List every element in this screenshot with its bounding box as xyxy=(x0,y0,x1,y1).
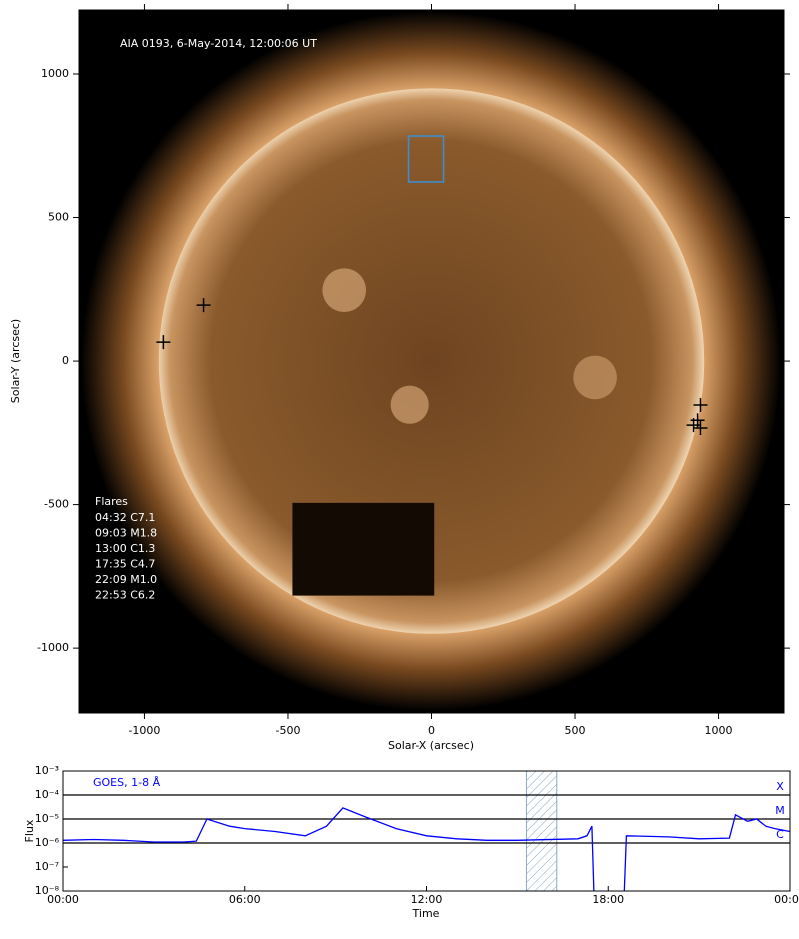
x-tick-label: 0 xyxy=(428,724,435,737)
flare-list-item: 09:03 M1.8 xyxy=(95,527,157,540)
goes-background xyxy=(63,771,790,891)
flare-marker xyxy=(693,420,708,435)
flare-list-item: 22:53 C6.2 xyxy=(95,589,155,602)
y-tick-label: 10⁻⁶ xyxy=(35,836,60,849)
y-tick-label: 500 xyxy=(48,211,69,224)
x-tick-label: 06:00 xyxy=(229,893,261,906)
class-label: X xyxy=(776,780,784,793)
x-tick-label: -500 xyxy=(275,724,300,737)
x-tick-label: 00:00 xyxy=(774,893,799,906)
class-label: C xyxy=(776,828,784,841)
y-tick-label: -1000 xyxy=(37,641,69,654)
coronal-hole xyxy=(292,502,435,596)
y-tick-label: 10⁻⁸ xyxy=(35,884,60,897)
y-tick-label: 0 xyxy=(62,354,69,367)
y-tick-label: 10⁻³ xyxy=(35,764,59,777)
flare-list-title: Flares xyxy=(95,495,128,508)
flare-marker xyxy=(196,298,211,313)
flare-list: Flares 04:32 C7.1 09:03 M1.8 13:00 C1.3 17:3… xyxy=(95,495,157,602)
class-label: M xyxy=(775,804,785,817)
y-tick-label: 10⁻⁴ xyxy=(35,788,60,801)
flare-marker xyxy=(156,335,171,350)
solar-image xyxy=(79,10,784,713)
flare-marker xyxy=(693,397,708,412)
active-region xyxy=(573,355,617,400)
y-tick-label: -500 xyxy=(44,498,69,511)
region-box xyxy=(407,135,445,183)
x-tick-label: 500 xyxy=(565,724,586,737)
active-region xyxy=(322,268,367,312)
image-title: AIA 0193, 6-May-2014, 12:00:06 UT xyxy=(120,37,317,50)
y-tick-label: 10⁻⁷ xyxy=(35,860,59,873)
x-axis-label: Solar-X (arcsec) xyxy=(388,739,474,752)
flare-list-item: 17:35 C4.7 xyxy=(95,558,155,571)
y-tick-label: 10⁻⁵ xyxy=(35,812,59,825)
flare-marker xyxy=(686,418,701,433)
x-tick-label: -1000 xyxy=(128,724,160,737)
active-region xyxy=(390,385,429,424)
x-axis-label: Time xyxy=(412,907,440,920)
x-tick-label: 18:00 xyxy=(592,893,624,906)
flare-list-item: 04:32 C7.1 xyxy=(95,511,155,524)
legend-label: GOES, 1-8 Å xyxy=(93,776,161,789)
y-axis-label: Solar-Y (arcsec) xyxy=(9,319,22,403)
goes-plot: XMC xyxy=(63,770,790,892)
x-tick-label: 12:00 xyxy=(411,893,443,906)
x-tick-label: 1000 xyxy=(705,724,733,737)
y-axis-label: Flux xyxy=(23,819,36,842)
solar-disk xyxy=(158,88,705,634)
flare-list-item: 22:09 M1.0 xyxy=(95,573,157,586)
x-tick-label: 00:00 xyxy=(47,893,79,906)
y-tick-label: 1000 xyxy=(41,67,69,80)
time-window xyxy=(525,770,558,892)
flare-list-item: 13:00 C1.3 xyxy=(95,542,155,555)
flux-line xyxy=(63,807,790,891)
